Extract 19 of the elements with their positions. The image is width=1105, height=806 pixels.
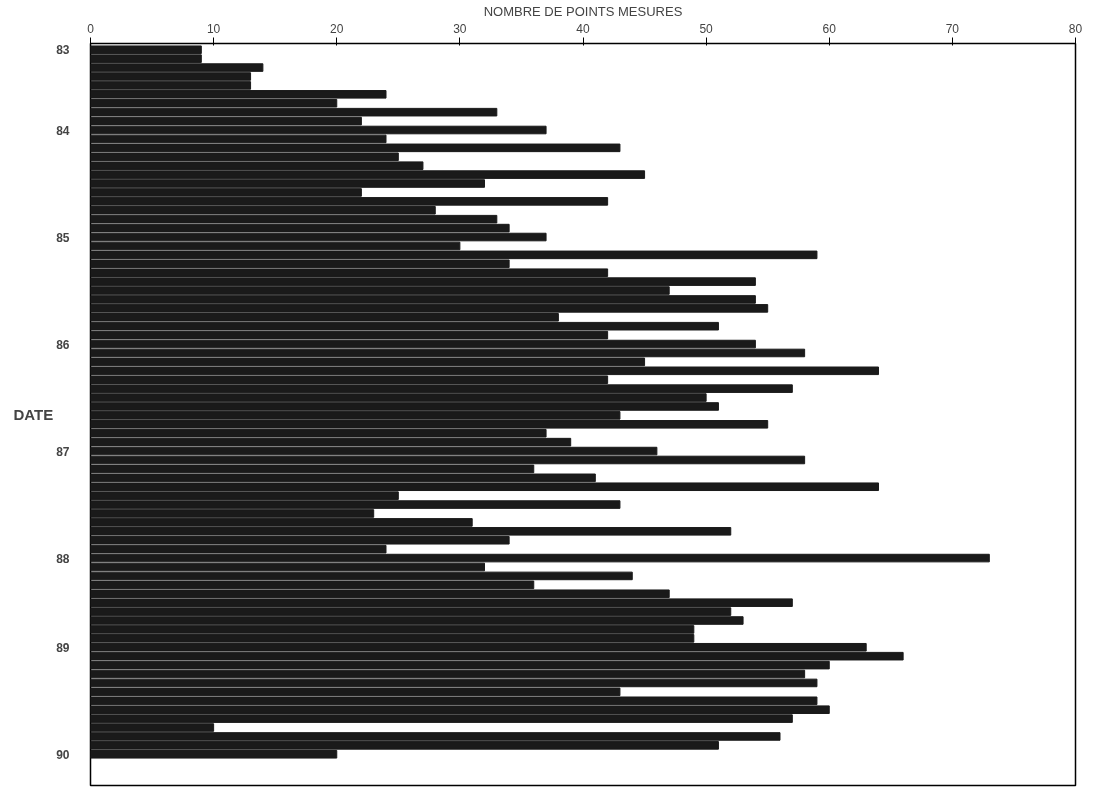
x-tick-label: 60 — [822, 21, 837, 36]
y-tick-label: 88 — [56, 551, 70, 566]
y-tick-label: 85 — [56, 230, 70, 245]
y-axis-title: DATE — [13, 406, 54, 423]
x-tick-label: 20 — [330, 21, 344, 36]
y-tick-label: 87 — [56, 444, 70, 459]
x-axis-title: NOMBRE DE POINTS MESURES — [483, 3, 683, 19]
y-tick-label: 86 — [56, 337, 70, 352]
x-tick-label: 40 — [576, 21, 590, 36]
x-tick-label: 0 — [87, 21, 95, 36]
x-tick-label: 10 — [206, 21, 221, 36]
x-tick-label: 80 — [1068, 21, 1083, 36]
y-tick-label: 89 — [56, 640, 70, 655]
y-tick-label: 84 — [56, 123, 70, 138]
y-tick-label: 90 — [56, 747, 70, 762]
x-tick-label: 50 — [699, 21, 714, 36]
x-tick-label: 30 — [453, 21, 467, 36]
x-tick-label: 70 — [945, 21, 960, 36]
y-tick-label: 83 — [56, 43, 70, 58]
